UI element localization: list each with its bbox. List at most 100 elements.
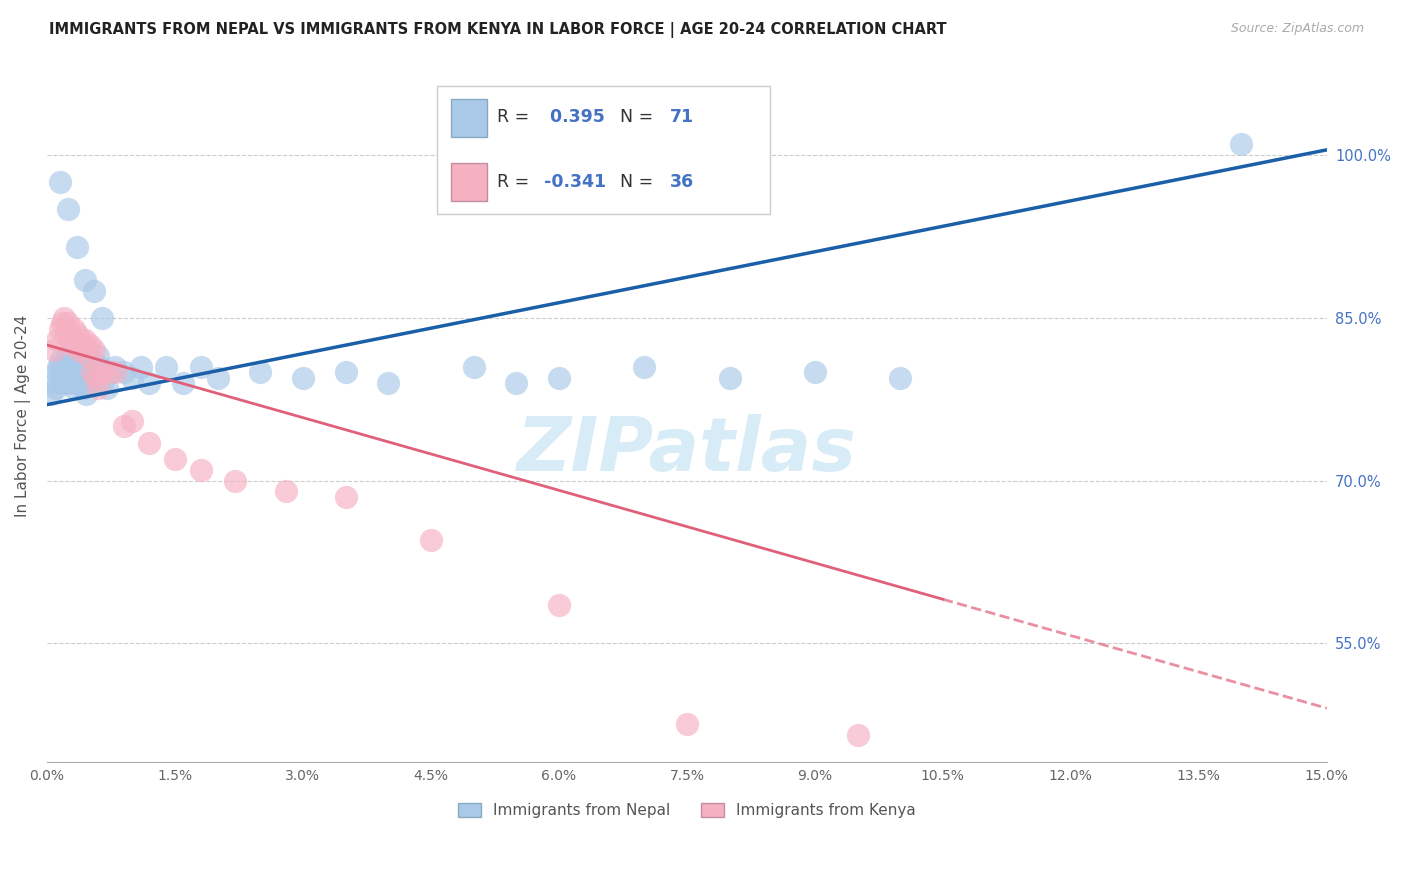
Point bbox=[224, 474, 246, 488]
Point bbox=[804, 365, 827, 379]
Point bbox=[46, 333, 69, 347]
Point bbox=[70, 333, 93, 347]
Point bbox=[87, 381, 110, 395]
Point bbox=[53, 359, 76, 374]
Point bbox=[633, 359, 655, 374]
Point bbox=[377, 376, 399, 390]
Point bbox=[548, 598, 571, 612]
Y-axis label: In Labor Force | Age 20-24: In Labor Force | Age 20-24 bbox=[15, 314, 31, 516]
Point bbox=[70, 376, 93, 390]
Point bbox=[51, 365, 73, 379]
Point bbox=[65, 376, 87, 390]
Point bbox=[676, 717, 699, 731]
Point bbox=[55, 365, 77, 379]
Point bbox=[91, 310, 114, 325]
Point bbox=[505, 376, 527, 390]
Point bbox=[163, 451, 186, 466]
Point bbox=[66, 240, 89, 254]
Point bbox=[173, 376, 195, 390]
Point bbox=[75, 273, 97, 287]
Point bbox=[463, 359, 485, 374]
Point bbox=[42, 343, 65, 358]
Point bbox=[121, 414, 143, 428]
Point bbox=[112, 419, 135, 434]
Point bbox=[249, 365, 271, 379]
Point bbox=[62, 359, 84, 374]
Point bbox=[104, 359, 127, 374]
Point bbox=[62, 370, 84, 384]
Point bbox=[846, 728, 869, 742]
Point bbox=[718, 370, 741, 384]
Point bbox=[51, 316, 73, 330]
Point bbox=[96, 365, 118, 379]
Point bbox=[96, 381, 118, 395]
Point bbox=[66, 327, 89, 342]
Point bbox=[274, 484, 297, 499]
Point bbox=[62, 338, 84, 352]
Point bbox=[91, 376, 114, 390]
Text: IMMIGRANTS FROM NEPAL VS IMMIGRANTS FROM KENYA IN LABOR FORCE | AGE 20-24 CORREL: IMMIGRANTS FROM NEPAL VS IMMIGRANTS FROM… bbox=[49, 22, 946, 38]
Point bbox=[121, 370, 143, 384]
Point bbox=[138, 435, 160, 450]
Point bbox=[79, 338, 101, 352]
Point bbox=[100, 365, 122, 379]
Point bbox=[46, 359, 69, 374]
Point bbox=[1230, 137, 1253, 152]
Point bbox=[63, 365, 86, 379]
Point bbox=[83, 365, 105, 379]
Point bbox=[46, 365, 69, 379]
Point bbox=[83, 284, 105, 298]
Point bbox=[104, 365, 127, 379]
Point bbox=[89, 359, 111, 374]
Point bbox=[190, 463, 212, 477]
Point bbox=[69, 365, 91, 379]
Point bbox=[82, 354, 104, 368]
Point bbox=[44, 381, 66, 395]
Point bbox=[79, 370, 101, 384]
Point bbox=[42, 376, 65, 390]
Point bbox=[86, 370, 108, 384]
Point bbox=[80, 359, 103, 374]
Point bbox=[419, 533, 441, 548]
Point bbox=[889, 370, 911, 384]
Point bbox=[77, 365, 100, 379]
Point bbox=[59, 370, 82, 384]
Point bbox=[291, 370, 314, 384]
Point bbox=[129, 359, 152, 374]
Text: ZIPatlas: ZIPatlas bbox=[517, 414, 856, 487]
Point bbox=[53, 370, 76, 384]
Point bbox=[75, 370, 97, 384]
Point bbox=[87, 349, 110, 363]
Point bbox=[73, 359, 96, 374]
Point bbox=[335, 490, 357, 504]
Point bbox=[58, 349, 80, 363]
Point bbox=[49, 322, 72, 336]
Point bbox=[63, 322, 86, 336]
Point bbox=[53, 310, 76, 325]
Point bbox=[63, 381, 86, 395]
Point bbox=[548, 370, 571, 384]
Point bbox=[75, 333, 97, 347]
Point bbox=[59, 333, 82, 347]
Point bbox=[155, 359, 177, 374]
Point bbox=[70, 359, 93, 374]
Point bbox=[75, 386, 97, 401]
Point bbox=[49, 354, 72, 368]
Point bbox=[60, 354, 83, 368]
Point bbox=[190, 359, 212, 374]
Point bbox=[91, 365, 114, 379]
Point bbox=[138, 376, 160, 390]
Point bbox=[73, 338, 96, 352]
Point bbox=[83, 343, 105, 358]
Point bbox=[82, 365, 104, 379]
Point bbox=[58, 376, 80, 390]
Point bbox=[86, 370, 108, 384]
Point bbox=[77, 349, 100, 363]
Point bbox=[59, 365, 82, 379]
Point bbox=[335, 365, 357, 379]
Point bbox=[207, 370, 229, 384]
Point bbox=[49, 370, 72, 384]
Point bbox=[55, 354, 77, 368]
Point bbox=[58, 202, 80, 217]
Point bbox=[39, 386, 62, 401]
